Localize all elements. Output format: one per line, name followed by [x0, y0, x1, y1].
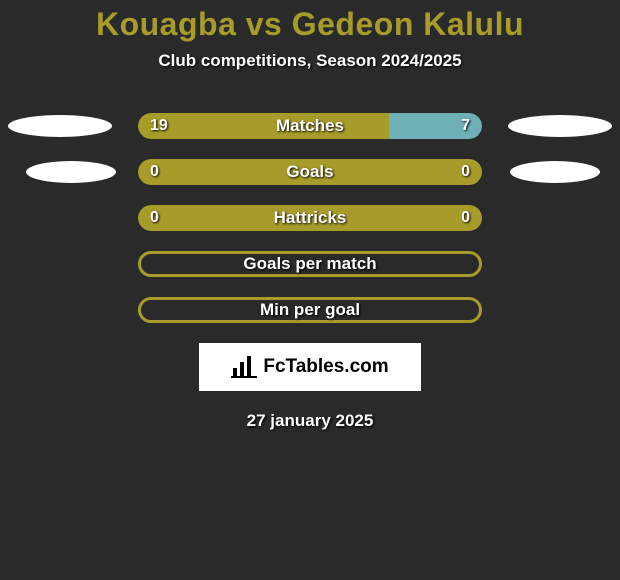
stat-bar: Min per goal [138, 297, 482, 323]
stat-bar: Goals per match [138, 251, 482, 277]
stat-bar-outline [138, 251, 482, 277]
stat-right-value: 7 [461, 113, 470, 139]
stat-bar-outline [138, 297, 482, 323]
comparison-infographic: Kouagba vs Gedeon Kalulu Club competitio… [0, 0, 620, 580]
stat-bar: 00Goals [138, 159, 482, 185]
stat-row: 00Hattricks [0, 205, 620, 231]
player-right-marker [508, 115, 612, 137]
footer-date: 27 january 2025 [0, 411, 620, 431]
stat-bar-left-segment [138, 205, 482, 231]
logo-text: FcTables.com [263, 356, 388, 378]
stat-row: Goals per match [0, 251, 620, 277]
player-right-marker [510, 161, 600, 183]
stat-right-value: 0 [461, 205, 470, 231]
stat-row: 197Matches [0, 113, 620, 139]
stat-left-value: 0 [150, 205, 159, 231]
stat-row: 00Goals [0, 159, 620, 185]
stat-left-value: 19 [150, 113, 168, 139]
stat-left-value: 0 [150, 159, 159, 185]
page-subtitle: Club competitions, Season 2024/2025 [0, 51, 620, 71]
page-title: Kouagba vs Gedeon Kalulu [0, 0, 620, 43]
stat-bar: 00Hattricks [138, 205, 482, 231]
fctables-logo: FcTables.com [199, 343, 421, 391]
bar-chart-icon [231, 356, 257, 378]
player-left-marker [26, 161, 116, 183]
stat-right-value: 0 [461, 159, 470, 185]
player-left-marker [8, 115, 112, 137]
stat-bar: 197Matches [138, 113, 482, 139]
stat-bar-left-segment [138, 159, 482, 185]
stat-bars-zone: 197Matches00Goals00HattricksGoals per ma… [0, 113, 620, 323]
stat-row: Min per goal [0, 297, 620, 323]
stat-bar-left-segment [138, 113, 389, 139]
